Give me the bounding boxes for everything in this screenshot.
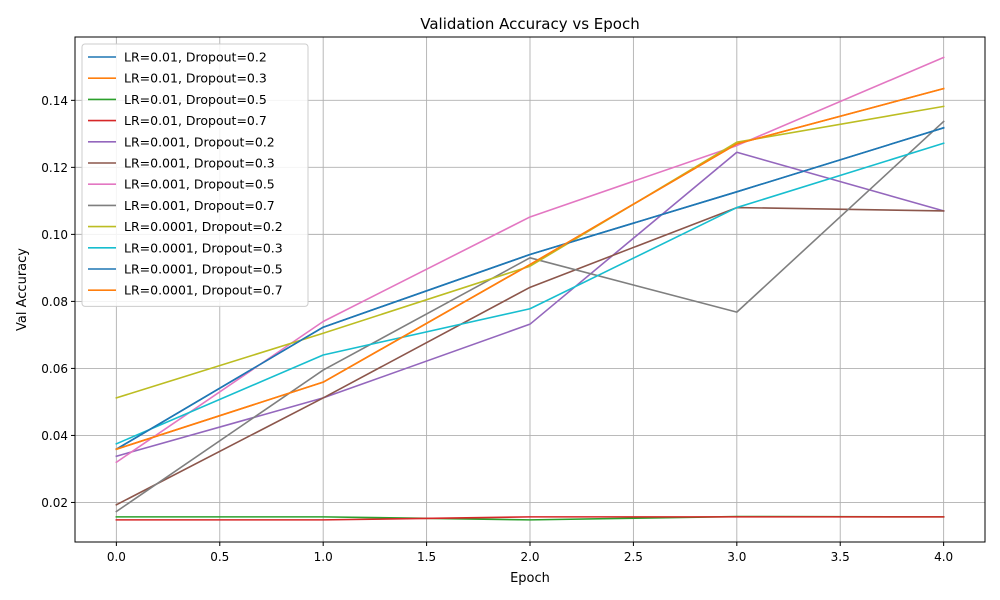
- legend-label: LR=0.001, Dropout=0.5: [124, 177, 275, 192]
- legend-label: LR=0.01, Dropout=0.7: [124, 113, 267, 128]
- series-line-6: [115, 206, 945, 506]
- legend-label: LR=0.0001, Dropout=0.3: [124, 240, 283, 255]
- series-line-11: [115, 126, 945, 451]
- legend-box: [81, 43, 309, 307]
- x-tick-label: 1.0: [314, 550, 333, 564]
- x-tick-label: 3.5: [831, 550, 850, 564]
- x-axis-label: Epoch: [510, 571, 550, 586]
- legend-label: LR=0.0001, Dropout=0.2: [124, 219, 283, 234]
- x-tick-label: 0.0: [107, 550, 126, 564]
- x-tick-label: 2.5: [624, 550, 643, 564]
- legend: LR=0.01, Dropout=0.2 LR=0.01, Dropout=0.3…: [81, 43, 309, 307]
- series-line-9: [115, 105, 945, 399]
- chart-title: Validation Accuracy vs Epoch: [420, 15, 639, 33]
- y-tick-label: 0.04: [41, 429, 68, 443]
- legend-label: LR=0.01, Dropout=0.2: [124, 50, 267, 65]
- x-tick-label: 0.5: [210, 550, 229, 564]
- legend-label: LR=0.001, Dropout=0.3: [124, 156, 275, 171]
- x-tick-label: 3.0: [727, 550, 746, 564]
- y-tick-label: 0.02: [41, 496, 68, 510]
- series-line-8: [115, 120, 945, 513]
- y-tick-label: 0.14: [41, 94, 68, 108]
- y-tick-label: 0.10: [41, 228, 68, 242]
- legend-label: LR=0.01, Dropout=0.5: [124, 92, 267, 107]
- y-tick-label: 0.08: [41, 295, 68, 309]
- x-tick-label: 2.0: [520, 550, 539, 564]
- y-tick-label: 0.12: [41, 161, 68, 175]
- x-tick-label: 4.0: [934, 550, 953, 564]
- y-axis-label: Val Accuracy: [15, 248, 30, 331]
- x-tick-label: 1.5: [417, 550, 436, 564]
- y-tick-label: 0.06: [41, 362, 68, 376]
- legend-label: LR=0.0001, Dropout=0.7: [124, 283, 283, 298]
- series-layer: [115, 56, 945, 521]
- legend-label: LR=0.001, Dropout=0.7: [124, 198, 275, 213]
- legend-label: LR=0.0001, Dropout=0.5: [124, 262, 283, 277]
- legend-label: LR=0.01, Dropout=0.3: [124, 71, 267, 86]
- series-line-10: [115, 142, 945, 445]
- y-axis-ticks: 0.02 0.04 0.06 0.08 0.10 0.12 0.14: [41, 94, 75, 510]
- x-axis-ticks: 0.0 0.5 1.0 1.5 2.0 2.5 3.0 3.5 4.0: [107, 542, 953, 564]
- series-line-12: [115, 87, 945, 451]
- legend-label: LR=0.001, Dropout=0.2: [124, 134, 275, 149]
- series-line-4: [115, 516, 945, 521]
